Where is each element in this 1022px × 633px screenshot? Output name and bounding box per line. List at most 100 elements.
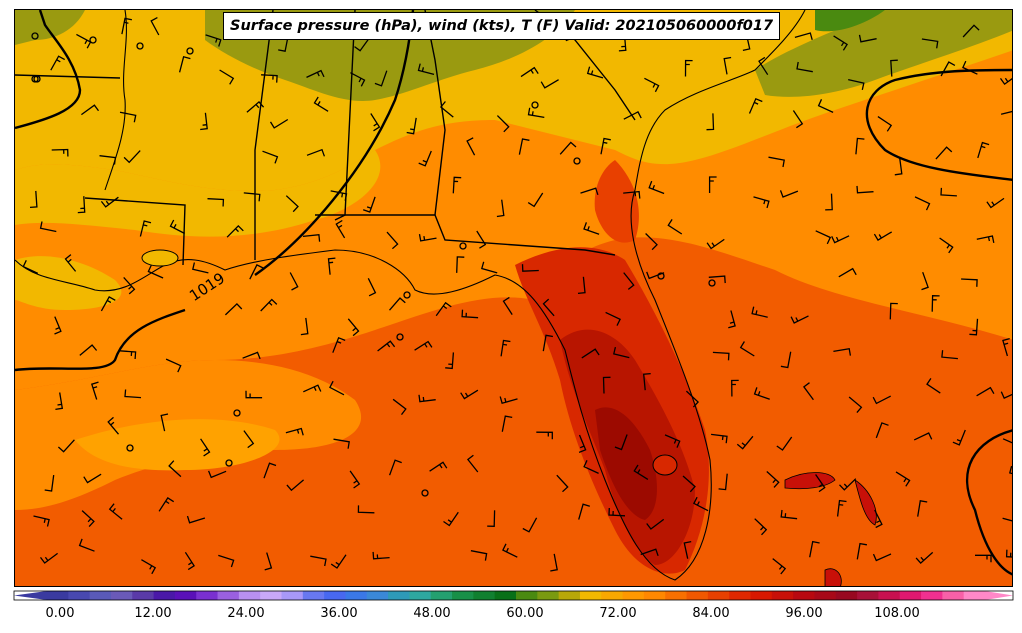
- wind-barb: [1002, 517, 1012, 522]
- wind-barb: [794, 32, 813, 40]
- wind-barb: [753, 387, 770, 400]
- colorbar-min-extend: [14, 591, 47, 600]
- wind-barb: [874, 509, 883, 529]
- wind-barb: [374, 70, 388, 87]
- wind-barb: [542, 298, 555, 317]
- colorbar-cell: [89, 591, 112, 600]
- wind-barb: [54, 316, 62, 335]
- wind-barb: [815, 230, 832, 245]
- wind-barb: [550, 553, 558, 572]
- wind-barb: [527, 107, 545, 119]
- colorbar-tick-label: 48.00: [413, 606, 451, 621]
- wind-barb: [833, 35, 848, 51]
- colorbar-cell: [345, 591, 368, 600]
- wind-barb: [169, 219, 185, 235]
- wind-barb: [264, 552, 273, 571]
- wind-barb: [107, 416, 119, 435]
- map-canvas: [15, 10, 1012, 586]
- wind-barb: [29, 190, 38, 209]
- wind-barb: [81, 104, 100, 116]
- wind-barb: [536, 431, 553, 440]
- wind-barb: [838, 267, 857, 278]
- wind-barb: [470, 550, 488, 561]
- wind-barb: [327, 257, 336, 275]
- wind-barb: [556, 474, 569, 493]
- colorbar-cell: [857, 591, 879, 600]
- wind-barb: [875, 422, 889, 439]
- wind-barb: [1000, 391, 1012, 399]
- wind-barb: [186, 515, 206, 524]
- wind-barb: [915, 551, 934, 565]
- wind-barb: [577, 276, 586, 295]
- wind-barb: [962, 60, 978, 75]
- wind-barb: [872, 553, 892, 562]
- colorbar-cell: [622, 591, 645, 600]
- colorbar-cell: [643, 591, 666, 600]
- wind-barb: [445, 352, 455, 370]
- wind-barb: [330, 554, 347, 569]
- wind-barb: [300, 317, 309, 336]
- colorbar-cell: [537, 591, 560, 600]
- wind-barb: [79, 344, 98, 356]
- lake-okeechobee: [652, 454, 678, 476]
- wind-barb: [333, 438, 350, 449]
- wind-barb: [435, 301, 452, 317]
- colorbar-cell: [47, 591, 69, 600]
- wind-barb: [306, 69, 325, 78]
- wind-barb: [418, 150, 432, 167]
- wind-barb: [986, 197, 1005, 209]
- wind-barb: [586, 66, 604, 79]
- wind-barbs: [22, 16, 1012, 575]
- wind-barb: [890, 59, 898, 77]
- wind-barb: [261, 74, 278, 83]
- wind-barb: [520, 66, 539, 78]
- wind-barb: [976, 386, 995, 397]
- wind-barb: [708, 275, 726, 284]
- temp-field-ga-hot: [594, 160, 639, 243]
- wind-barb: [527, 192, 544, 208]
- wind-barb: [605, 311, 621, 326]
- wind-barb: [246, 100, 265, 113]
- wind-barb: [303, 384, 322, 393]
- isobars: [15, 10, 1012, 576]
- wind-barb: [123, 150, 141, 164]
- wind-barb: [285, 195, 299, 213]
- temp-field-olive-ne: [755, 10, 1012, 97]
- colorbar-cell: [494, 591, 517, 600]
- wind-barb: [77, 196, 86, 214]
- wind-barb: [349, 470, 361, 489]
- wind-barb: [855, 137, 865, 155]
- wind-barb: [456, 256, 465, 273]
- wind-barb: [712, 351, 730, 361]
- wind-barb: [429, 461, 448, 472]
- wind-barb: [940, 61, 956, 77]
- wind-barb: [977, 141, 990, 159]
- wind-barb: [1002, 438, 1012, 444]
- colorbar-tick-label: 84.00: [692, 606, 730, 621]
- wind-barb: [347, 318, 360, 337]
- wind-barb: [602, 376, 611, 394]
- wind-barb: [613, 346, 630, 359]
- wind-barb: [809, 540, 820, 558]
- colorbar-tick-label: 96.00: [785, 606, 823, 621]
- wind-barb: [817, 99, 834, 113]
- wind-barb: [683, 540, 692, 559]
- wind-barb: [310, 555, 327, 567]
- wind-barb: [263, 462, 277, 479]
- colorbar-cell: [601, 591, 624, 600]
- wind-barb: [302, 233, 321, 242]
- colorbar-tick-label: 36.00: [320, 606, 358, 621]
- wind-barb: [941, 350, 958, 360]
- wind-barb: [372, 551, 390, 560]
- wind-barb: [260, 298, 278, 312]
- wind-barb: [815, 474, 826, 493]
- colorbar-tick-label: 24.00: [227, 606, 265, 621]
- wind-barb: [952, 429, 966, 446]
- wind-barb: [466, 454, 479, 473]
- wind-barb: [748, 97, 763, 114]
- colorbar-cell: [707, 591, 730, 600]
- colorbar-cell: [366, 591, 389, 600]
- wind-barb: [559, 141, 577, 155]
- wind-barb: [796, 61, 813, 73]
- wind-barb: [718, 473, 728, 491]
